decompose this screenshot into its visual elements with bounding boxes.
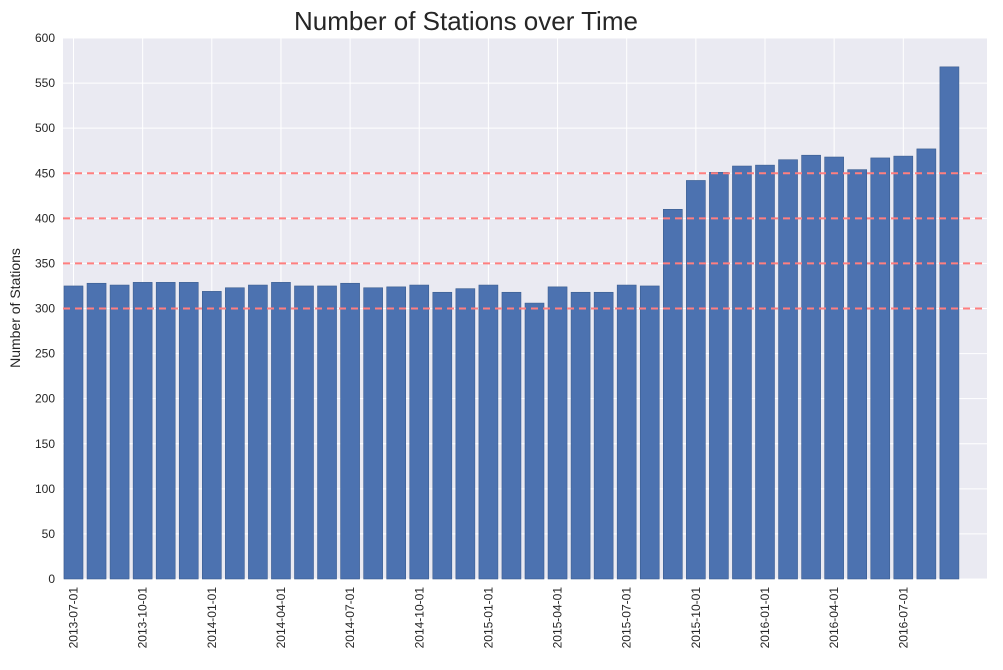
bar — [455, 288, 476, 580]
bar — [824, 156, 844, 580]
x-tick-label: 2016-01-01 — [758, 587, 772, 649]
bar — [524, 302, 545, 580]
y-tick-label: 0 — [48, 572, 55, 586]
y-tick-label: 600 — [35, 31, 55, 45]
bar — [547, 286, 568, 580]
x-tick-label: 2015-04-01 — [551, 587, 565, 649]
y-tick-label: 200 — [35, 392, 55, 406]
bar — [893, 155, 914, 580]
bar — [63, 285, 84, 580]
bar — [639, 285, 660, 580]
bar — [616, 284, 637, 580]
x-tick-label: 2016-04-01 — [827, 587, 841, 649]
bar — [801, 154, 821, 580]
bar — [155, 282, 176, 580]
x-tick-label: 2013-10-01 — [136, 587, 150, 649]
bar — [340, 282, 360, 580]
y-tick-label: 100 — [35, 482, 55, 496]
bar — [570, 291, 591, 580]
bar — [939, 66, 960, 580]
y-axis-label: Number of Stations — [7, 248, 23, 368]
y-tick-label: 50 — [42, 527, 56, 541]
bar — [732, 165, 752, 580]
bar — [178, 282, 199, 580]
y-tick-label: 500 — [35, 121, 55, 135]
x-tick-label: 2015-01-01 — [481, 587, 495, 649]
x-tick-label: 2015-10-01 — [689, 587, 703, 649]
bar — [847, 169, 868, 580]
y-tick-label: 250 — [35, 347, 55, 361]
bar — [271, 282, 291, 580]
bar — [317, 285, 337, 580]
bar — [478, 284, 499, 580]
bar — [386, 286, 407, 580]
y-tick-label: 150 — [35, 437, 55, 451]
x-tick-label: 2015-07-01 — [620, 587, 634, 649]
bar — [870, 157, 891, 580]
x-tick-label: 2014-01-01 — [205, 587, 219, 649]
bar — [294, 285, 314, 580]
bar — [363, 287, 383, 580]
chart-title: Number of Stations over Time — [294, 6, 638, 36]
bar — [662, 209, 683, 580]
bar — [202, 291, 222, 580]
x-tick-label: 2014-07-01 — [343, 587, 357, 649]
y-tick-label: 400 — [35, 211, 55, 225]
bar — [778, 159, 798, 580]
bar — [409, 284, 430, 580]
y-tick-label: 550 — [35, 76, 55, 90]
plot-area: 0 50 100 150 200 250 300 350 400 450 500 550 600 2013… — [35, 31, 987, 648]
bar — [501, 291, 522, 580]
x-tick-label: 2014-10-01 — [412, 587, 426, 649]
x-tick-label: 2016-07-01 — [896, 587, 910, 649]
y-tick-label: 450 — [35, 166, 55, 180]
bar — [755, 164, 775, 580]
bar — [432, 291, 453, 580]
x-tick-label: 2013-07-01 — [67, 587, 81, 649]
bar — [86, 282, 107, 580]
bar — [109, 284, 130, 580]
bar — [132, 282, 153, 580]
bar — [248, 284, 268, 580]
y-tick-label: 350 — [35, 256, 55, 270]
bar — [709, 172, 729, 580]
bar — [225, 287, 245, 580]
x-tick-label: 2014-04-01 — [274, 587, 288, 649]
y-tick-label: 300 — [35, 302, 55, 316]
bar — [916, 148, 937, 580]
bar — [593, 291, 614, 580]
bar — [686, 180, 706, 580]
